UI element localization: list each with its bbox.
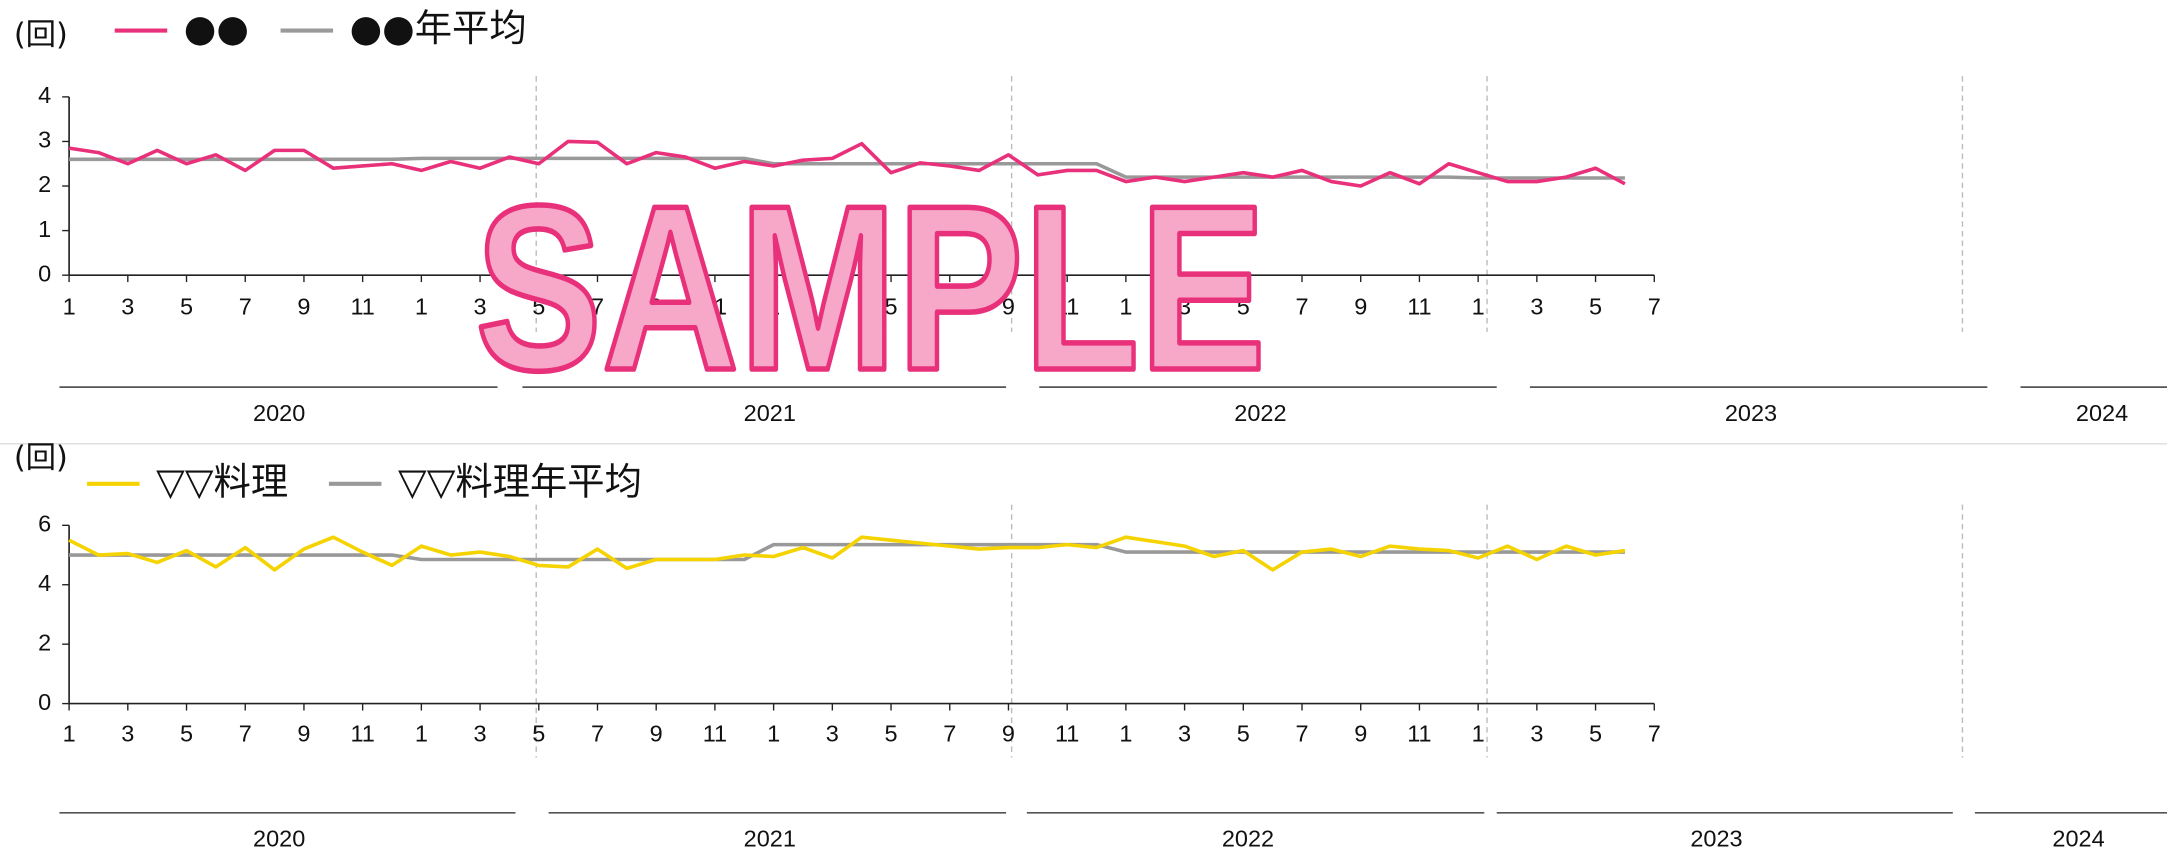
- year-label: 2020: [253, 826, 305, 852]
- x-tick-label: 1: [767, 294, 780, 320]
- x-tick-label: 1: [63, 721, 76, 747]
- y-tick-label: 3: [38, 127, 51, 153]
- y-tick-label: 0: [38, 260, 51, 286]
- x-tick-label: 1: [767, 721, 780, 747]
- legend-label: ●●: [184, 6, 249, 50]
- series-line: [69, 542, 1625, 562]
- x-tick-label: 3: [826, 294, 839, 320]
- x-tick-label: 7: [591, 294, 604, 320]
- x-tick-label: 11: [703, 294, 727, 320]
- x-tick-label: 11: [1407, 294, 1431, 320]
- x-tick-label: 9: [1002, 721, 1015, 747]
- unit-label: (回): [14, 440, 68, 475]
- x-tick-label: 3: [474, 294, 487, 320]
- x-tick-label: 7: [1648, 721, 1661, 747]
- year-dividers-bottom: [535, 504, 1964, 758]
- x-tick-label: 7: [943, 294, 956, 320]
- x-tick-label: 5: [1237, 294, 1250, 320]
- x-tick-label: 9: [1354, 294, 1367, 320]
- x-tick-label: 3: [1530, 721, 1543, 747]
- x-tick-label: 11: [1055, 294, 1079, 320]
- x-tick-label: 11: [350, 294, 374, 320]
- x-tick-label: 7: [1295, 294, 1308, 320]
- y-tick-label: 2: [38, 171, 51, 197]
- year-label: 2024: [2076, 400, 2128, 426]
- x-tick-label: 5: [1589, 294, 1602, 320]
- x-tick-label: 7: [591, 721, 604, 747]
- x-tick-label: 7: [239, 721, 252, 747]
- y-tick-label: 2: [38, 629, 51, 655]
- x-tick-label: 3: [121, 721, 134, 747]
- x-tick-label: 5: [1237, 721, 1250, 747]
- x-tick-label: 1: [1472, 721, 1485, 747]
- x-tick-label: 11: [1055, 721, 1079, 747]
- legend-label: ▽▽料理: [156, 459, 288, 503]
- x-tick-label: 5: [885, 721, 898, 747]
- x-tick-label: 5: [180, 294, 193, 320]
- x-tick-label: 9: [297, 294, 310, 320]
- x-tick-label: 3: [1178, 294, 1191, 320]
- legend-label: ▽▽料理年平均: [398, 459, 642, 503]
- x-tick-label: 11: [1407, 721, 1431, 747]
- x-tick-label: 1: [63, 294, 76, 320]
- y-tick-label: 4: [38, 570, 51, 596]
- x-tick-label: 11: [703, 721, 727, 747]
- x-tick-label: 5: [1589, 721, 1602, 747]
- x-tick-label: 5: [885, 294, 898, 320]
- x-tick-label: 1: [415, 721, 428, 747]
- year-label: 2022: [1222, 826, 1274, 852]
- x-tick-label: 3: [474, 721, 487, 747]
- series-line: [69, 156, 1625, 180]
- year-label: 2024: [2052, 826, 2104, 852]
- x-tick-label: 9: [297, 721, 310, 747]
- x-tick-label: 1: [415, 294, 428, 320]
- y-tick-label: 4: [38, 82, 51, 108]
- x-tick-label: 7: [943, 721, 956, 747]
- x-tick-label: 1: [1119, 294, 1132, 320]
- series-line: [68, 535, 1626, 572]
- x-tick-label: 9: [650, 294, 663, 320]
- year-dividers-top: [535, 76, 1964, 332]
- year-label: 2022: [1234, 400, 1286, 426]
- y-tick-label: 1: [38, 216, 51, 242]
- x-tick-label: 9: [1002, 294, 1015, 320]
- x-tick-label: 7: [239, 294, 252, 320]
- unit-label: (回): [14, 18, 68, 53]
- series-line: [68, 139, 1626, 188]
- watermark: SAMPLE: [475, 156, 1266, 419]
- x-tick-label: 5: [180, 721, 193, 747]
- x-tick-label: 9: [1354, 721, 1367, 747]
- year-label: 2023: [1690, 826, 1742, 852]
- year-label: 2020: [253, 400, 305, 426]
- legend-label: ●●年平均: [350, 6, 527, 50]
- x-tick-label: 1: [1472, 294, 1485, 320]
- x-tick-label: 1: [1119, 721, 1132, 747]
- x-tick-label: 7: [1295, 721, 1308, 747]
- x-tick-label: 7: [1648, 294, 1661, 320]
- x-tick-label: 3: [121, 294, 134, 320]
- year-label: 2023: [1725, 400, 1777, 426]
- year-label: 2021: [744, 400, 796, 426]
- year-label: 2021: [744, 826, 796, 852]
- x-tick-label: 3: [1178, 721, 1191, 747]
- y-tick-label: 0: [38, 689, 51, 715]
- y-tick-label: 6: [38, 511, 51, 537]
- x-tick-label: 11: [350, 721, 374, 747]
- x-tick-label: 5: [532, 721, 545, 747]
- x-tick-label: 5: [532, 294, 545, 320]
- x-tick-label: 3: [826, 721, 839, 747]
- x-tick-label: 3: [1530, 294, 1543, 320]
- x-tick-label: 9: [650, 721, 663, 747]
